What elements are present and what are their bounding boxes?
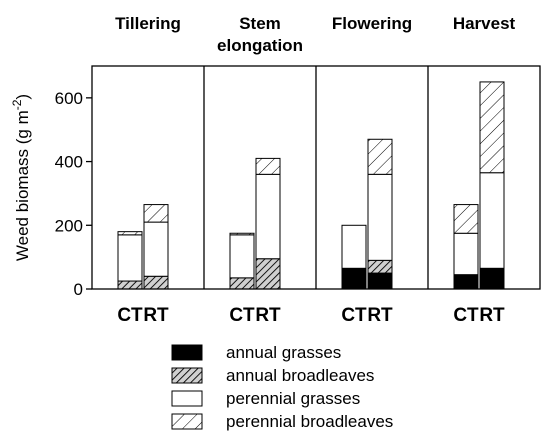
y-tick-label: 200	[55, 216, 83, 235]
bar-segment-annual-grasses-2-CT	[341, 267, 367, 290]
bar-segment-annual-broadleaves-0-RT	[143, 275, 169, 290]
y-tick-label: 400	[55, 153, 83, 172]
x-tick-label-CT: CT	[117, 305, 143, 326]
bar-segment-annual-broadleaves-0-CT	[117, 280, 143, 290]
bar-segment-perennial-broadleaves-3-CT	[453, 204, 479, 234]
bar-segment-perennial-grasses-1-CT	[229, 234, 255, 279]
y-axis-title-main: Weed biomass (g m	[13, 110, 32, 261]
bar-segment-annual-grasses-3-RT	[479, 267, 505, 290]
panel-title-0-line-0: Tillering	[115, 14, 181, 33]
x-tick-label-CT: CT	[341, 305, 367, 326]
bar-segment-perennial-grasses-3-CT	[453, 232, 479, 276]
y-axis-title: Weed biomass (g m-2)	[10, 94, 32, 261]
bar-segment-annual-broadleaves-2-RT	[367, 259, 393, 274]
panel-title-3-line-0: Harvest	[453, 14, 516, 33]
bar-segment-perennial-broadleaves-0-RT	[143, 204, 169, 223]
bar-segment-perennial-grasses-0-CT	[117, 234, 143, 282]
bar-segment-annual-broadleaves-1-RT	[255, 258, 281, 290]
legend-swatch-perennial-broadleaves	[171, 413, 203, 430]
x-tick-label-RT: RT	[255, 305, 281, 326]
bar-segment-perennial-grasses-2-RT	[367, 173, 393, 261]
bar-segment-perennial-broadleaves-1-CT	[229, 232, 255, 236]
legend-label-annual-broadleaves: annual broadleaves	[226, 366, 374, 385]
x-tick-label-RT: RT	[479, 305, 505, 326]
bar-segment-perennial-grasses-0-RT	[143, 221, 169, 277]
y-tick-label: 600	[55, 89, 83, 108]
bar-segment-annual-broadleaves-1-CT	[229, 277, 255, 290]
bar-segment-perennial-broadleaves-3-RT	[479, 81, 505, 174]
bar-segment-perennial-broadleaves-1-RT	[255, 157, 281, 175]
panel-title-1-line-0: Stem	[239, 14, 281, 33]
x-tick-label-RT: RT	[367, 305, 393, 326]
bar-segment-perennial-broadleaves-2-RT	[367, 138, 393, 175]
x-tick-label-CT: CT	[453, 305, 479, 326]
legend-swatch-perennial-grasses	[171, 390, 203, 407]
legend-label-annual-grasses: annual grasses	[226, 343, 341, 362]
y-tick-label: 0	[74, 280, 83, 299]
bar-segment-annual-grasses-3-CT	[453, 274, 479, 290]
legend-label-perennial-grasses: perennial grasses	[226, 389, 360, 408]
bar-segment-perennial-broadleaves-0-CT	[117, 231, 143, 236]
x-tick-label-CT: CT	[229, 305, 255, 326]
legend-label-perennial-broadleaves: perennial broadleaves	[226, 412, 393, 431]
bar-segment-perennial-grasses-1-RT	[255, 173, 281, 260]
legend-swatch-annual-grasses	[171, 344, 203, 361]
legend-swatch-annual-broadleaves	[171, 367, 203, 384]
bar-segment-perennial-grasses-3-RT	[479, 172, 505, 269]
panel-title-2-line-0: Flowering	[332, 14, 412, 33]
bar-segment-perennial-grasses-2-CT	[341, 224, 367, 269]
bar-segment-annual-grasses-2-RT	[367, 272, 393, 290]
panel-title-1-line-1: elongation	[217, 36, 303, 55]
y-axis-title-superscript: -2	[10, 99, 24, 110]
x-tick-label-RT: RT	[143, 305, 169, 326]
y-axis-title-close: )	[13, 94, 32, 100]
